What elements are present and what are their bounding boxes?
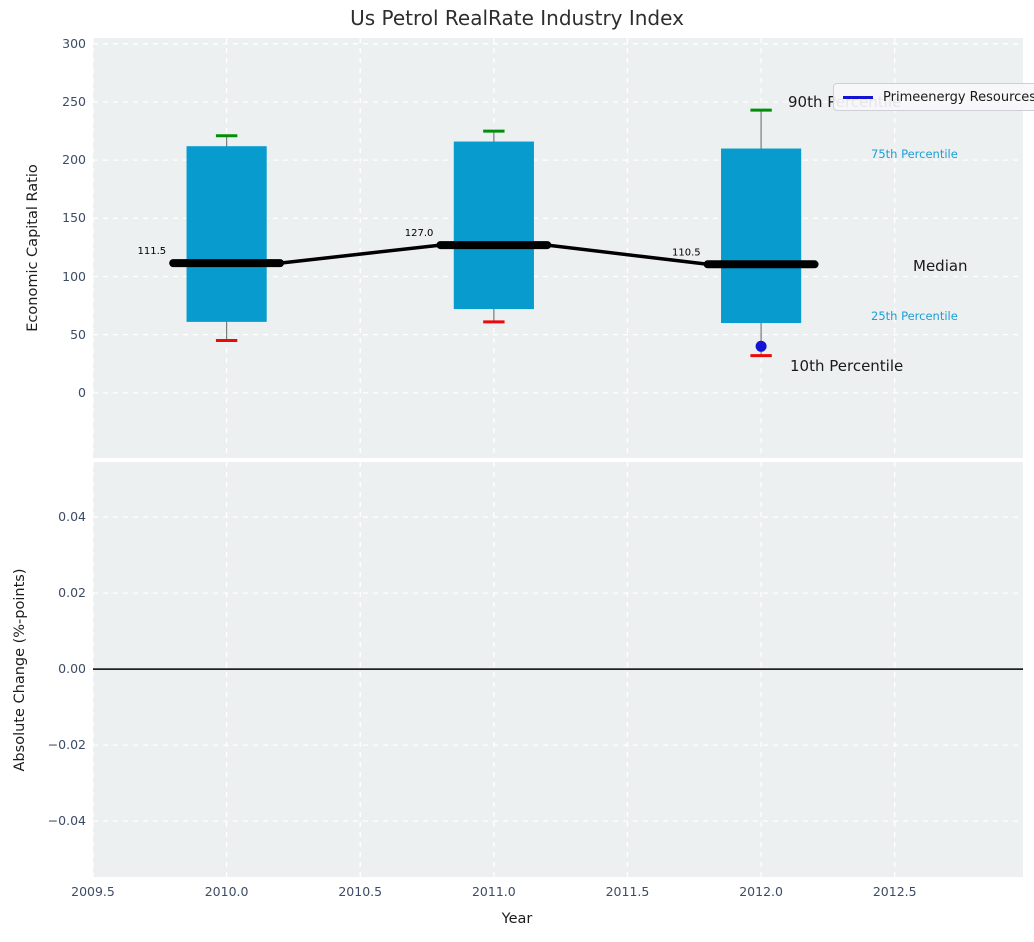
median-value-label: 110.5 [672,247,701,258]
iqr-box-2010 [186,146,267,322]
y-tick-label: 150 [62,210,86,226]
y-tick-label: 250 [62,93,86,109]
y-tick-label: −0.02 [47,737,86,753]
x-tick-label: 2011.0 [471,884,516,899]
chart-title: Us Petrol RealRate Industry Index [350,6,684,30]
annotation-25th-percentile: 25th Percentile [871,309,958,323]
absolute-change-chart [93,462,1023,877]
y-tick-label: 0.02 [58,585,86,601]
median-value-label: 127.0 [405,228,434,239]
y-tick-label: 0.04 [58,509,86,525]
y-tick-label: 200 [62,152,86,168]
x-tick-label: 2010.5 [338,884,383,899]
x-tick-label: 2012.5 [872,884,917,899]
y-tick-label: 100 [62,268,86,284]
x-tick-label: 2012.0 [739,884,783,899]
y-tick-label: 0 [78,384,86,400]
iqr-box-2011 [453,141,534,310]
bottom-y-axis-label: Absolute Change (%-points) [12,568,28,772]
top-y-axis-label: Economic Capital Ratio [25,164,41,332]
x-tick-label: 2011.5 [605,884,650,899]
y-tick-label: 50 [70,326,86,342]
legend-line-sample [843,95,873,99]
annotation-10th-percentile: 10th Percentile [790,357,903,375]
y-tick-label: −0.04 [47,813,86,829]
y-tick-label: 0.00 [58,661,86,677]
y-tick-label: 300 [62,35,86,51]
legend-label: Primeenergy Resources Corp [883,89,1034,105]
annotation-median: Median [913,257,968,275]
median-value-label: 111.5 [138,246,167,257]
iqr-box-2012 [721,148,802,324]
bottom-plot-area [93,462,1023,877]
company-point [755,340,767,352]
x-tick-label: 2009.5 [71,884,115,899]
annotation-75th-percentile: 75th Percentile [871,147,958,161]
x-tick-label: 2010.0 [204,884,249,899]
x-axis-label: Year [501,911,533,927]
legend: Primeenergy Resources Corp [833,83,1034,111]
